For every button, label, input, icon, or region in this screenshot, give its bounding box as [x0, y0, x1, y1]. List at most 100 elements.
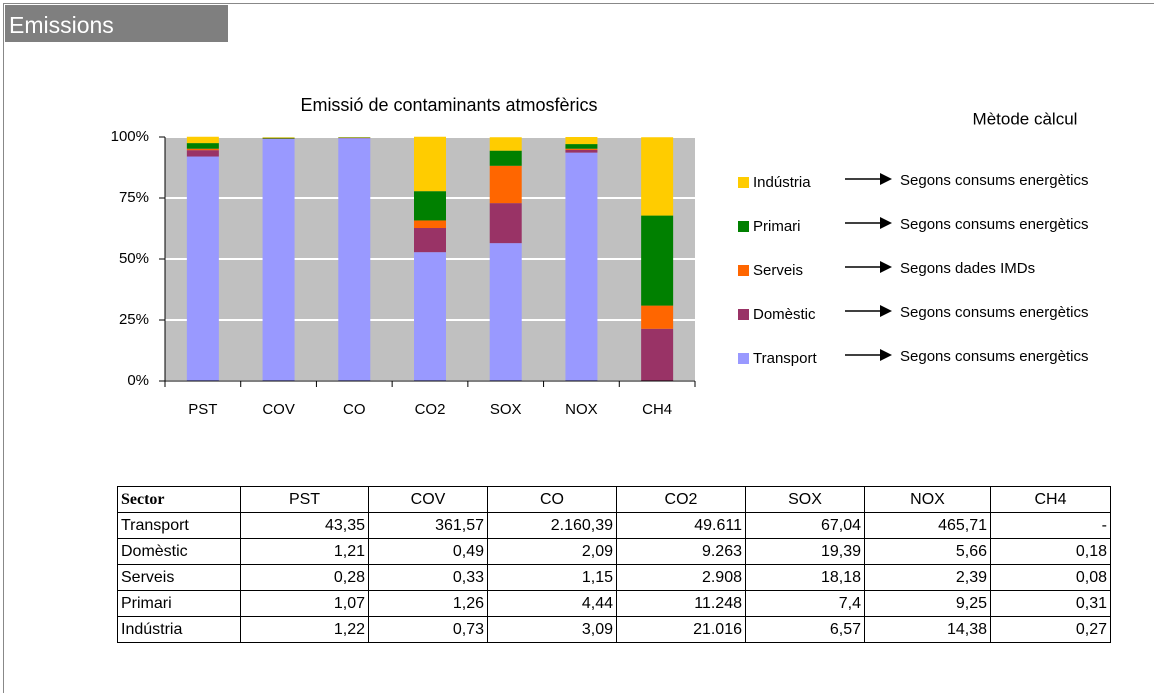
table-cell: 9,25 — [864, 590, 991, 617]
table-cell: CO2 — [616, 486, 746, 513]
bar-segment — [186, 150, 219, 157]
table-row: Serveis 0,28 0,33 1,15 2.908 18,18 2,39 0,08 — [117, 564, 1111, 591]
legend-arrowhead — [880, 349, 892, 361]
table-cell: 3,09 — [487, 616, 617, 643]
table-cell: NOX — [864, 486, 991, 513]
legend-label: Serveis — [753, 262, 803, 279]
y-tick-label: 50% — [119, 250, 149, 267]
y-tick-label: 100% — [111, 128, 149, 145]
legend-method: Segons consums energètics — [900, 304, 1088, 321]
table-cell: 1,22 — [240, 616, 369, 643]
legend-swatch — [738, 265, 749, 276]
table-cell: COV — [368, 486, 488, 513]
y-tick-label: 25% — [119, 311, 149, 328]
legend-arrowhead — [880, 217, 892, 229]
table-cell: 2,39 — [864, 564, 991, 591]
table-cell: 1,21 — [240, 538, 369, 565]
legend-method: Segons dades IMDs — [900, 260, 1035, 277]
legend-label: Primari — [753, 218, 801, 235]
table-cell: 0,73 — [368, 616, 488, 643]
table-cell: 43,35 — [240, 512, 369, 539]
bar-segment — [414, 136, 446, 192]
bar-segment — [414, 220, 446, 229]
bar-segment — [186, 143, 219, 149]
bar-segment — [414, 191, 446, 221]
x-tick-label: CO2 — [415, 401, 446, 418]
bar-segment — [489, 150, 522, 166]
table-cell: 0,31 — [990, 590, 1111, 617]
table-cell: 1,26 — [368, 590, 488, 617]
page-frame — [3, 3, 1154, 693]
legend-method: Segons consums energètics — [900, 172, 1088, 189]
table-cell: CO — [487, 486, 617, 513]
table-cell: 9.263 — [616, 538, 746, 565]
legend-label: Domèstic — [753, 306, 816, 323]
bar-segment — [565, 144, 598, 149]
table-cell: 11.248 — [616, 590, 746, 617]
bar-segment — [641, 328, 674, 381]
bar-segment — [565, 148, 598, 150]
table-row: Primari 1,07 1,26 4,44 11.248 7,4 9,25 0,31 — [117, 590, 1111, 617]
table-cell: 0,33 — [368, 564, 488, 591]
bar-segment — [489, 165, 522, 204]
legend-label: Indústria — [753, 174, 811, 191]
y-tick-label: 75% — [119, 189, 149, 206]
table-row: Domèstic 1,21 0,49 2,09 9.263 19,39 5,66 0,18 — [117, 538, 1111, 565]
legend-arrowhead — [880, 261, 892, 273]
table-cell: 0,18 — [990, 538, 1111, 565]
legend-swatch — [738, 353, 749, 364]
table-cell: 18,18 — [745, 564, 865, 591]
table-cell: PST — [240, 486, 369, 513]
table-cell: - — [990, 512, 1111, 539]
bar-segment — [565, 137, 598, 145]
legend-arrowhead — [880, 305, 892, 317]
table-cell: 14,38 — [864, 616, 991, 643]
bar-segment — [565, 152, 598, 381]
table-cell: 6,57 — [745, 616, 865, 643]
table-cell: 0,08 — [990, 564, 1111, 591]
table-cell: 67,04 — [745, 512, 865, 539]
bar-segment — [414, 228, 446, 253]
table-cell: 1,07 — [240, 590, 369, 617]
x-tick-label: CH4 — [642, 401, 672, 418]
section-title: Emissions — [5, 5, 228, 42]
table-cell: 361,57 — [368, 512, 488, 539]
legend-method: Segons consums energètics — [900, 348, 1088, 365]
table-cell: 0,27 — [990, 616, 1111, 643]
table-cell: 0,28 — [240, 564, 369, 591]
y-tick-label: 0% — [127, 372, 149, 389]
bar-segment — [186, 136, 219, 144]
table-row: Transport 43,35 361,57 2.160,39 49.611 67,04 4… — [117, 512, 1111, 539]
table-cell: 465,71 — [864, 512, 991, 539]
table-cell: 0,49 — [368, 538, 488, 565]
chart-title: Emissió de contaminants atmosfèrics — [300, 95, 597, 115]
legend-title: Mètode càlcul — [973, 109, 1078, 128]
table-cell: Indústria — [117, 616, 241, 643]
x-tick-label: CO — [343, 401, 366, 418]
legend-swatch — [738, 221, 749, 232]
x-tick-label: COV — [262, 401, 295, 418]
bar-segment — [565, 149, 598, 153]
table-cell: 5,66 — [864, 538, 991, 565]
chart: Emissió de contaminants atmosfèrics Mèto… — [111, 95, 1089, 418]
table-cell: Primari — [117, 590, 241, 617]
bar-segment — [262, 138, 295, 381]
table-cell: 7,4 — [745, 590, 865, 617]
bar-segment — [489, 137, 522, 151]
table-row: Indústria 1,22 0,73 3,09 21.016 6,57 14,38 0,27 — [117, 616, 1111, 643]
legend-swatch — [738, 177, 749, 188]
data-table: Sector PST COV CO CO2 SOX NOX CH4 Transport 43,35… — [117, 486, 1111, 643]
table-cell: 4,44 — [487, 590, 617, 617]
bar-segment — [186, 148, 219, 151]
table-cell: CH4 — [990, 486, 1111, 513]
table-cell: 49.611 — [616, 512, 746, 539]
bar-segment — [338, 138, 371, 381]
bar-segment — [641, 305, 674, 329]
legend-swatch — [738, 309, 749, 320]
bar-segment — [641, 215, 674, 306]
table-cell: 2,09 — [487, 538, 617, 565]
bar-segment — [489, 203, 522, 244]
x-tick-label: NOX — [565, 401, 598, 418]
bar-segment — [489, 243, 522, 381]
table-cell: Serveis — [117, 564, 241, 591]
